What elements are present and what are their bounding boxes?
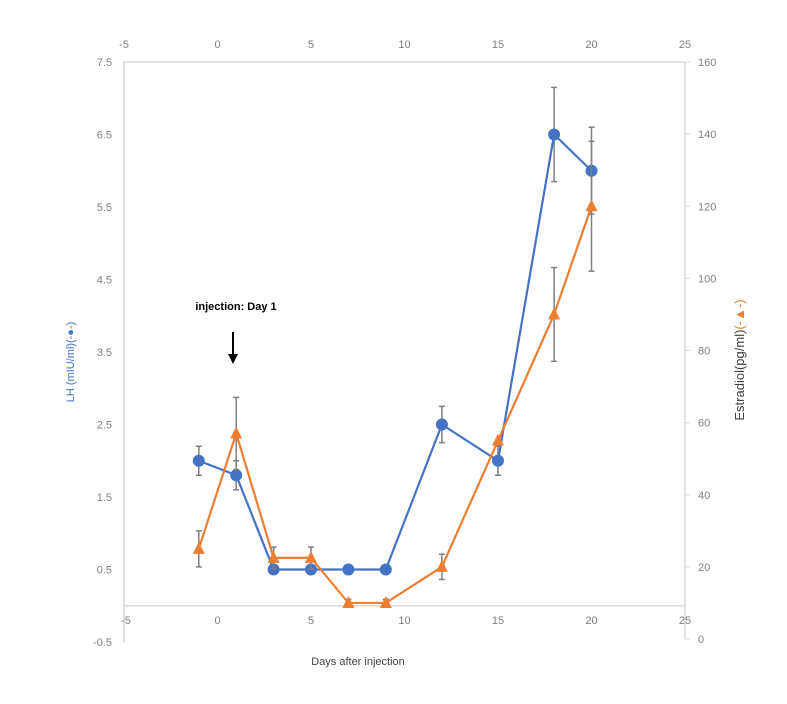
x-tick-label: 25 <box>679 615 691 627</box>
y-right-tick-label: 160 <box>698 57 716 69</box>
y-left-label-text: LH (mIU/ml) <box>65 343 77 402</box>
data-point <box>492 454 504 467</box>
x-tick-label: 10 <box>398 615 410 627</box>
data-point <box>379 563 392 576</box>
data-point <box>548 307 561 320</box>
x-tick-label: 0 <box>214 615 220 627</box>
series-estradiol <box>192 140 598 608</box>
x-top-tick-label: 0 <box>214 39 220 51</box>
data-point <box>267 563 280 576</box>
series-line <box>198 132 593 571</box>
x-tick-label: 20 <box>585 615 597 627</box>
y-left-tick-label: 4.5 <box>97 275 112 287</box>
y-left-tick-label: 6.5 <box>97 130 112 142</box>
data-point <box>435 418 448 431</box>
x-top-tick-label: 5 <box>308 39 314 51</box>
data-point <box>379 595 392 608</box>
series-lh <box>192 86 598 576</box>
y-left-tick-label: 0.5 <box>97 565 112 577</box>
arrow-icon <box>228 332 238 364</box>
y-left-tick-label: -0.5 <box>93 637 112 649</box>
data-point <box>548 128 561 141</box>
y-right-tick-label: 140 <box>698 129 716 141</box>
x-axis-label: Days after injection <box>311 656 405 668</box>
y-left-tick-label: 2.5 <box>97 420 112 432</box>
x-top-tick-label: 10 <box>398 39 410 51</box>
y-right-tick-label: 80 <box>698 346 710 358</box>
data-point <box>192 454 205 467</box>
y-left-label-marker: (-●-) <box>65 322 77 343</box>
data-point <box>585 199 598 212</box>
y-right-tick-label: 0 <box>698 634 704 646</box>
y-right-tick-label: 40 <box>698 490 710 502</box>
data-point <box>192 541 205 554</box>
data-point <box>267 550 280 563</box>
x-top-tick-label: -5 <box>119 39 129 51</box>
x-tick-label: -5 <box>121 615 131 627</box>
data-point <box>305 550 317 563</box>
y-left-tick-label: 3.5 <box>97 347 112 359</box>
data-point <box>230 469 243 482</box>
y-right-label: Estradiol(pg/ml)(-▲-) <box>732 299 747 420</box>
y-right-label-text: Estradiol(pg/ml) <box>732 330 747 421</box>
x-top-tick-label: 15 <box>492 39 504 51</box>
data-point <box>230 426 243 439</box>
data-point <box>492 433 504 446</box>
x-top-tick-label: 25 <box>679 39 691 51</box>
y-left-label: LH (mIU/ml)(-●-) <box>65 322 77 403</box>
x-top-tick-label: 20 <box>585 39 597 51</box>
data-point <box>342 595 355 608</box>
data-point <box>435 559 448 572</box>
data-point <box>342 563 355 576</box>
y-right-label-marker: (-▲-) <box>732 299 747 329</box>
y-left-tick-label: 7.5 <box>97 57 112 69</box>
data-point <box>305 563 317 576</box>
y-left-tick-label: 5.5 <box>97 202 112 214</box>
x-tick-label: 5 <box>308 615 314 627</box>
y-right-tick-label: 60 <box>698 418 710 430</box>
x-tick-label: 15 <box>492 615 504 627</box>
series-line <box>197 205 593 605</box>
y-right-tick-label: 100 <box>698 273 716 285</box>
annotation-text: injection: Day 1 <box>195 301 276 313</box>
y-left-tick-label: 1.5 <box>97 492 112 504</box>
y-right-tick-label: 120 <box>698 201 716 213</box>
y-right-tick-label: 20 <box>698 562 710 574</box>
